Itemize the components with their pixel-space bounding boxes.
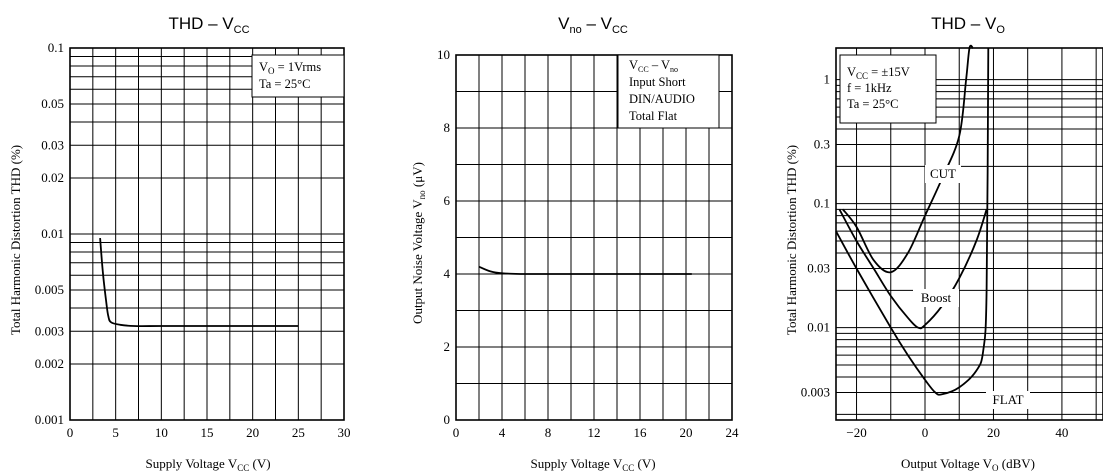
x-tick-label: 20 bbox=[246, 425, 259, 440]
chart2-y-tick-labels: 0 2 4 6 8 10 bbox=[437, 47, 451, 427]
plot-frame bbox=[455, 54, 733, 421]
chart2-title: Vno – VCC bbox=[558, 14, 628, 36]
chart3-note-3: Ta = 25°C bbox=[847, 97, 898, 111]
chart3-label-flat-bg bbox=[986, 391, 1030, 409]
chart-thd-vo: THD – VO −20 0 20 40 0.003 0.01 0.03 0.1 0.3 1 V… bbox=[784, 14, 1103, 473]
chart1-grid bbox=[69, 47, 345, 421]
x-tick-label: 4 bbox=[499, 425, 506, 440]
chart1-x-axis-label: Supply Voltage VCC (V) bbox=[145, 456, 270, 473]
x-tick-label: 30 bbox=[338, 425, 351, 440]
chart3-series-cut bbox=[842, 44, 974, 274]
chart3-label-flat: FLAT bbox=[992, 392, 1023, 407]
chart1-series-thd-curve bbox=[99, 238, 299, 328]
y-tick-label: 0.002 bbox=[35, 356, 64, 371]
chart-thd-vcc: THD – VCC 0 5 10 15 20 25 30 0.0010.0020.0030.… bbox=[8, 14, 351, 473]
y-tick-label: 0.1 bbox=[814, 196, 830, 211]
y-tick-label: 4 bbox=[444, 266, 451, 281]
chart1-y-tick-labels: 0.001 0.002 0.003 0.005 0.01 0.02 0.03 0.05 0.1 bbox=[35, 40, 64, 427]
y-tick-label: 0.01 bbox=[41, 226, 64, 241]
x-tick-label: 16 bbox=[634, 425, 648, 440]
chart1-note-2: Ta = 25°C bbox=[259, 77, 310, 91]
y-tick-label: 2 bbox=[444, 339, 451, 354]
chart3-label-cut-bg bbox=[925, 165, 961, 183]
chart3-y-axis-label: Total Harmonic Distortion THD (%) bbox=[784, 145, 799, 335]
y-tick-label: 0.01 bbox=[807, 320, 830, 335]
y-tick-label: 6 bbox=[444, 193, 451, 208]
y-tick-label: 0.1 bbox=[48, 40, 64, 55]
chart3-series-flat bbox=[835, 47, 990, 396]
chart3-title: THD – VO bbox=[931, 14, 1005, 36]
chart3-x-tick-labels: −20 0 20 40 bbox=[846, 425, 1068, 440]
y-tick-label: 0.03 bbox=[41, 137, 64, 152]
y-tick-label: 10 bbox=[437, 47, 450, 62]
x-tick-label: 8 bbox=[545, 425, 552, 440]
y-tick-label: 0.005 bbox=[35, 282, 64, 297]
chart3-label-cut: CUT bbox=[930, 166, 956, 181]
chart3-label-boost-bg bbox=[913, 289, 959, 307]
x-tick-label: 40 bbox=[1055, 425, 1068, 440]
y-tick-label: 0.003 bbox=[801, 384, 830, 399]
chart3-note-1: VCC = ±15V bbox=[847, 65, 910, 81]
y-tick-label: 0.03 bbox=[807, 260, 830, 275]
y-tick-label: 0.003 bbox=[35, 323, 64, 338]
chart2-note-4: Total Flat bbox=[629, 109, 678, 123]
chart3-notes-box bbox=[839, 54, 937, 124]
chart1-title: THD – VCC bbox=[168, 14, 249, 36]
x-tick-label: 0 bbox=[67, 425, 74, 440]
chart2-note-1: VCC – Vno bbox=[629, 58, 678, 74]
x-tick-label: 24 bbox=[726, 425, 740, 440]
x-tick-label: 15 bbox=[201, 425, 214, 440]
y-tick-label: 0.05 bbox=[41, 96, 64, 111]
chart3-series-boost bbox=[838, 208, 988, 330]
chart3-label-boost: Boost bbox=[921, 290, 952, 305]
chart2-x-axis-label: Supply Voltage VCC (V) bbox=[530, 456, 655, 473]
x-tick-label: 25 bbox=[292, 425, 305, 440]
x-tick-label: 12 bbox=[588, 425, 601, 440]
x-tick-label: 20 bbox=[680, 425, 693, 440]
y-tick-label: 0.3 bbox=[814, 136, 830, 151]
x-tick-label: 20 bbox=[987, 425, 1000, 440]
y-tick-label: 0 bbox=[444, 412, 451, 427]
chart2-x-tick-labels: 0 4 8 12 16 20 24 bbox=[453, 425, 739, 440]
chart2-note-3: DIN/AUDIO bbox=[629, 92, 695, 106]
y-tick-label: 0.001 bbox=[35, 412, 64, 427]
x-tick-label: 10 bbox=[155, 425, 168, 440]
chart3-y-tick-labels: 0.003 0.01 0.03 0.1 0.3 1 bbox=[801, 72, 830, 400]
x-tick-label: 0 bbox=[453, 425, 460, 440]
chart2-series-noise-curve bbox=[478, 265, 692, 275]
y-tick-label: 8 bbox=[444, 120, 451, 135]
chart1-y-axis-label: Total Harmonic Distortion THD (%) bbox=[8, 145, 23, 335]
x-tick-label: 0 bbox=[922, 425, 929, 440]
chart2-grid bbox=[455, 54, 733, 421]
chart1-notes-box bbox=[251, 54, 345, 98]
y-tick-label: 0.02 bbox=[41, 170, 64, 185]
y-tick-label: 1 bbox=[824, 72, 831, 87]
chart2-note-2: Input Short bbox=[629, 75, 686, 89]
chart2-y-axis-label: Output Noise Voltage Vno (μV) bbox=[410, 162, 427, 324]
plot-frame bbox=[69, 47, 345, 421]
chart2-notes-box bbox=[617, 54, 720, 129]
x-tick-label: 5 bbox=[112, 425, 119, 440]
chart3-note-2: f = 1kHz bbox=[847, 81, 892, 95]
chart1-x-tick-labels: 0 5 10 15 20 25 30 bbox=[67, 425, 351, 440]
chart3-x-axis-label: Output Voltage VO (dBV) bbox=[901, 456, 1035, 473]
x-tick-label: −20 bbox=[846, 425, 866, 440]
chart1-note-1: VO = 1Vrms bbox=[259, 60, 321, 76]
